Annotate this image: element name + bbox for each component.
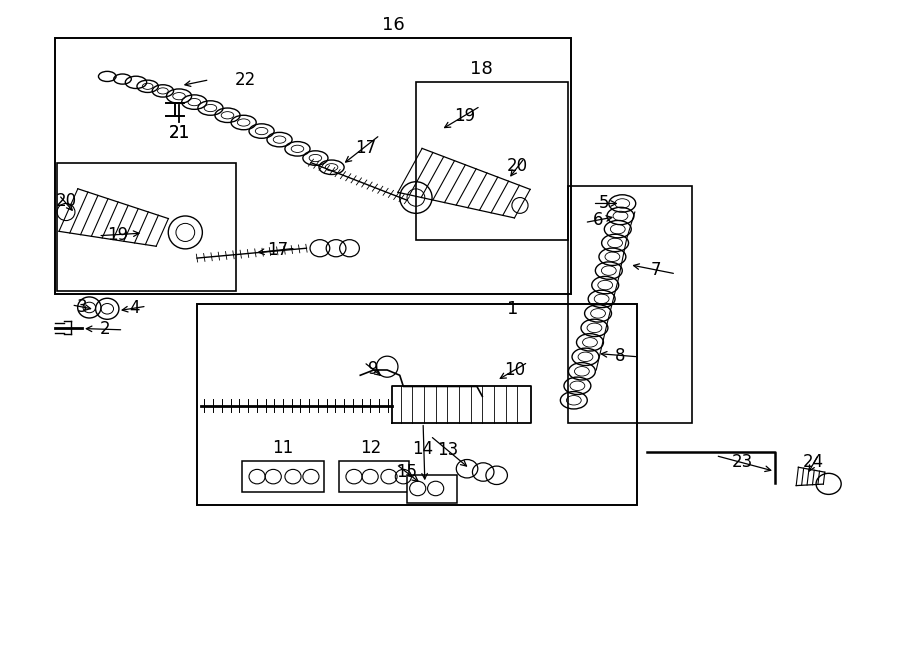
- Text: 20: 20: [56, 192, 76, 210]
- Text: 18: 18: [470, 59, 493, 77]
- Text: 7: 7: [651, 261, 661, 279]
- Text: 14: 14: [412, 440, 434, 458]
- Text: 17: 17: [267, 241, 288, 259]
- Text: 21: 21: [168, 124, 190, 142]
- Bar: [57, 163, 237, 291]
- Text: 21: 21: [168, 124, 190, 142]
- Bar: [338, 461, 409, 492]
- Text: 6: 6: [593, 211, 603, 229]
- Text: 15: 15: [396, 463, 418, 481]
- Bar: [242, 461, 324, 492]
- Text: 5: 5: [599, 194, 609, 212]
- Text: 19: 19: [454, 107, 475, 125]
- Text: 1: 1: [507, 301, 518, 319]
- Text: 8: 8: [616, 346, 625, 364]
- Bar: [407, 475, 457, 503]
- Text: 24: 24: [803, 453, 824, 471]
- Text: 16: 16: [382, 16, 405, 34]
- Text: 2: 2: [100, 320, 111, 338]
- Text: 11: 11: [273, 439, 293, 457]
- Text: 10: 10: [504, 361, 526, 379]
- Text: 19: 19: [107, 226, 129, 244]
- Text: 4: 4: [129, 299, 140, 317]
- Text: 23: 23: [732, 453, 753, 471]
- Text: 13: 13: [437, 442, 459, 459]
- Text: 20: 20: [507, 157, 528, 175]
- Text: 9: 9: [367, 360, 378, 377]
- Bar: [569, 186, 692, 422]
- Bar: [197, 304, 636, 505]
- Bar: [55, 38, 572, 294]
- Text: 3: 3: [76, 298, 87, 316]
- Text: 12: 12: [360, 439, 382, 457]
- Text: 17: 17: [356, 139, 376, 157]
- Text: 22: 22: [235, 71, 256, 89]
- Bar: [416, 82, 569, 240]
